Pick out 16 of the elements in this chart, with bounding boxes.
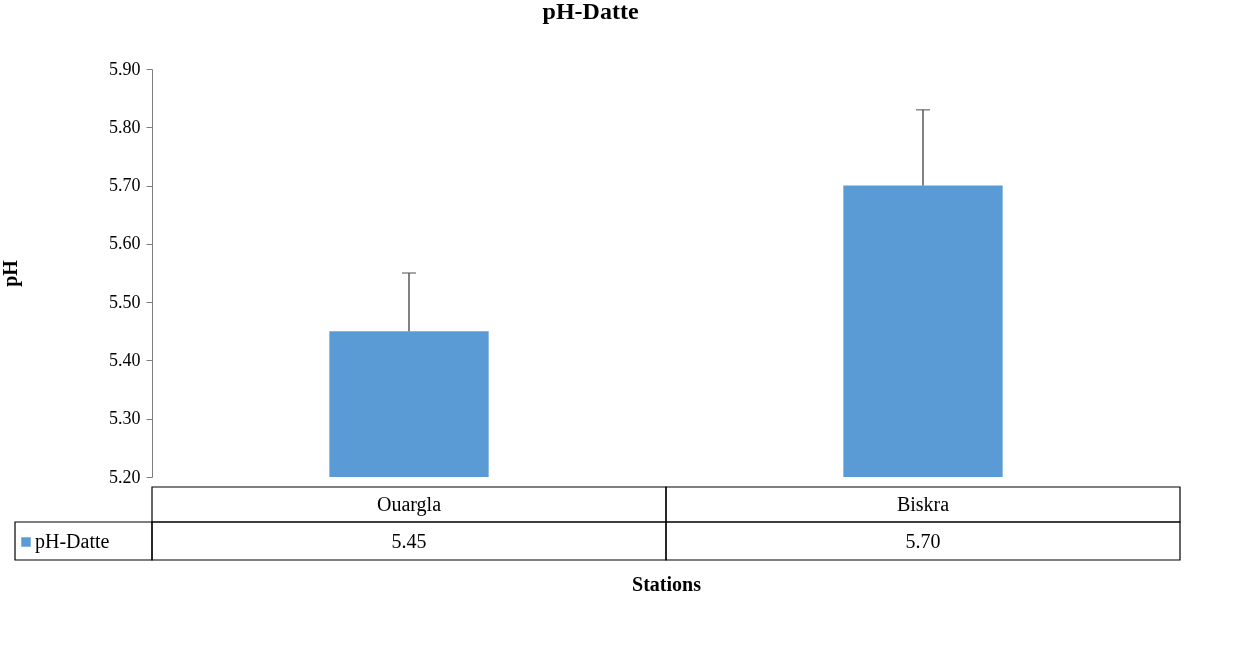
- data-label: 5.45: [391, 530, 427, 552]
- y-tick-label: 5.30: [109, 408, 141, 429]
- x-tick-label: Ouargla: [376, 493, 442, 516]
- chart-title: pH-Datte: [542, 0, 639, 24]
- y-tick-label: 5.60: [109, 233, 141, 254]
- y-tick-label: 5.80: [109, 116, 141, 137]
- legend-label: pH-Datte: [35, 530, 110, 553]
- x-tick-label: Biskra: [896, 493, 950, 515]
- x-axis-title: Stations: [632, 572, 702, 595]
- y-tick-label: 5.40: [109, 349, 141, 370]
- y-tick-label: 5.90: [109, 58, 141, 79]
- y-tick-label: 5.70: [109, 175, 141, 196]
- y-tick-label: 5.50: [109, 291, 141, 312]
- data-label: 5.70: [905, 530, 941, 552]
- y-axis-title: pH: [0, 259, 22, 287]
- y-tick-label: 5.20: [109, 466, 141, 487]
